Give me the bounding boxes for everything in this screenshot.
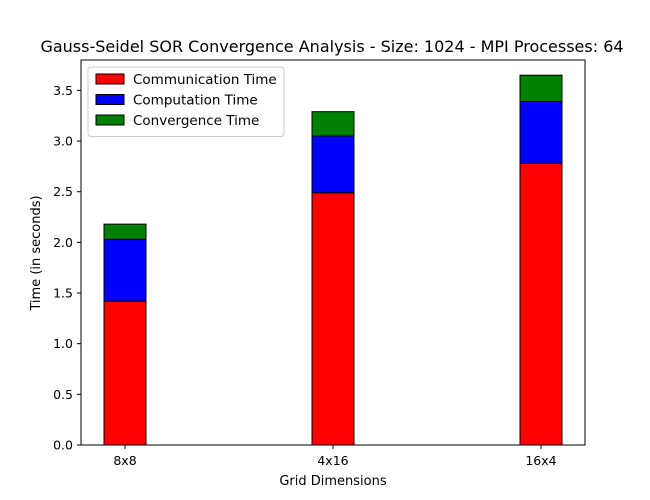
legend-swatch <box>95 94 125 105</box>
bar-4x16-communication-time <box>311 192 355 446</box>
bar-4x16-convergence-time <box>311 111 355 137</box>
x-axis-label: Grid Dimensions <box>279 474 387 489</box>
bar-8x8-communication-time <box>103 300 147 446</box>
bar-8x8-convergence-time <box>103 223 147 240</box>
chart-title: Gauss-Seidel SOR Convergence Analysis - … <box>40 37 623 56</box>
plot-area: 0.0 0.5 1.0 1.5 2.0 2.5 3.0 3.5 8x8 4x16 16x4 <box>53 59 586 468</box>
y-tick-label: 3.0 <box>53 134 73 149</box>
legend: Communication Time Computation Time Conver… <box>87 66 285 137</box>
x-tick-label: 16x4 <box>525 453 556 468</box>
y-tick-label: 2.5 <box>53 184 73 199</box>
bar-16x4-communication-time <box>519 162 563 446</box>
y-tick-label: 1.5 <box>53 286 73 301</box>
y-tick-label: 3.5 <box>53 83 73 98</box>
y-tick-label: 1.0 <box>53 336 73 351</box>
y-tick-label: 0.0 <box>53 438 73 453</box>
bar-8x8-computation-time <box>103 238 147 302</box>
legend-entry: Communication Time <box>133 72 277 88</box>
legend-box <box>87 66 285 137</box>
bar-16x4-computation-time <box>519 101 563 164</box>
legend-entry: Convergence Time <box>133 113 259 129</box>
y-tick-label: 0.5 <box>53 387 73 402</box>
bar-16x4-convergence-time <box>519 74 563 103</box>
bar-4x16-computation-time <box>311 135 355 194</box>
legend-swatch <box>95 73 125 85</box>
x-tick-label: 8x8 <box>113 453 136 468</box>
y-tick-label: 2.0 <box>53 235 73 250</box>
legend-swatch <box>95 114 125 126</box>
legend-entry: Computation Time <box>133 93 258 109</box>
x-tick-label: 4x16 <box>317 453 348 468</box>
y-axis-label: Time (in seconds) <box>29 195 44 311</box>
